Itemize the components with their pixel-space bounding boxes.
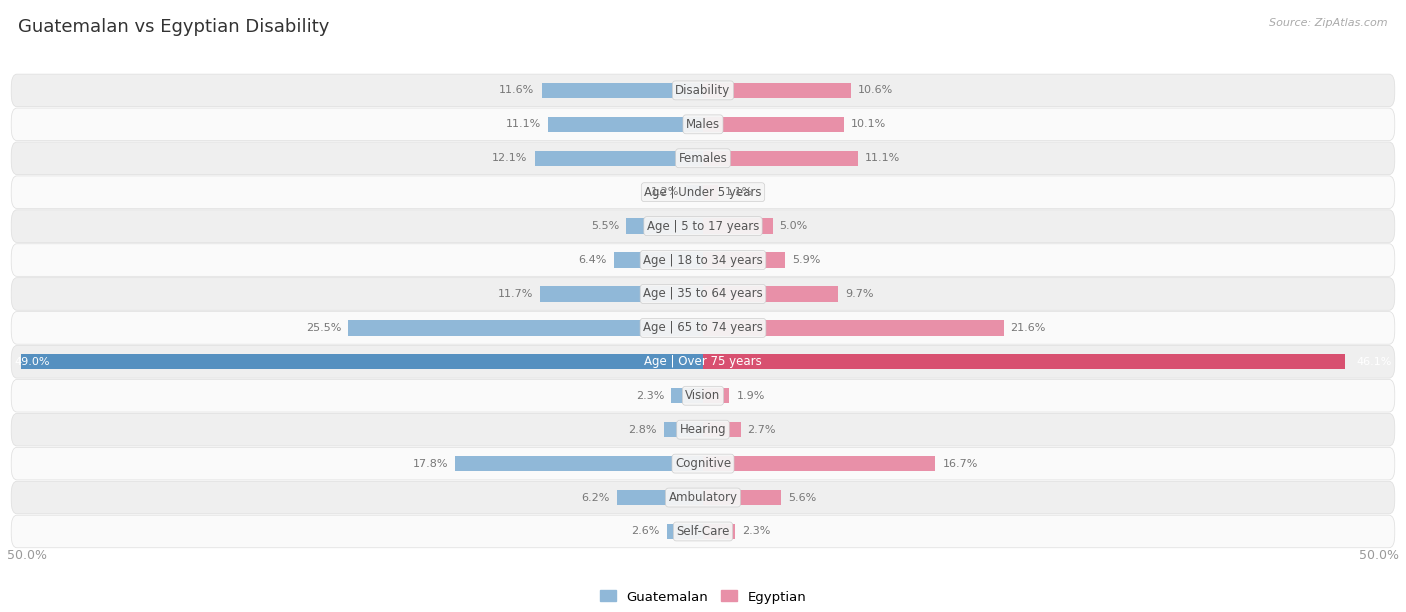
Bar <box>703 456 935 471</box>
FancyBboxPatch shape <box>11 379 1395 412</box>
Text: Age | 35 to 64 years: Age | 35 to 64 years <box>643 288 763 300</box>
Text: 11.1%: 11.1% <box>506 119 541 129</box>
Bar <box>703 422 741 438</box>
Bar <box>703 185 718 200</box>
Text: 10.6%: 10.6% <box>858 86 893 95</box>
Bar <box>703 151 858 166</box>
Text: 2.7%: 2.7% <box>748 425 776 435</box>
Bar <box>614 252 703 267</box>
Legend: Guatemalan, Egyptian: Guatemalan, Egyptian <box>600 591 806 603</box>
FancyBboxPatch shape <box>11 176 1395 209</box>
Bar <box>540 286 703 302</box>
FancyBboxPatch shape <box>11 108 1395 141</box>
Text: 5.6%: 5.6% <box>787 493 815 502</box>
Bar <box>703 252 785 267</box>
Text: Age | 18 to 34 years: Age | 18 to 34 years <box>643 253 763 267</box>
FancyBboxPatch shape <box>11 346 1395 378</box>
Text: Hearing: Hearing <box>679 423 727 436</box>
Bar <box>617 490 703 505</box>
FancyBboxPatch shape <box>11 210 1395 242</box>
FancyBboxPatch shape <box>11 244 1395 277</box>
Text: 50.0%: 50.0% <box>7 550 46 562</box>
Text: Age | 5 to 17 years: Age | 5 to 17 years <box>647 220 759 233</box>
Bar <box>703 286 838 302</box>
Bar <box>541 83 703 98</box>
Text: 6.2%: 6.2% <box>581 493 610 502</box>
Text: 5.9%: 5.9% <box>792 255 821 265</box>
Text: 21.6%: 21.6% <box>1011 323 1046 333</box>
Text: Age | Over 75 years: Age | Over 75 years <box>644 356 762 368</box>
Bar <box>664 422 703 438</box>
Bar <box>21 354 703 370</box>
Text: 6.4%: 6.4% <box>579 255 607 265</box>
Bar <box>548 117 703 132</box>
Text: Females: Females <box>679 152 727 165</box>
FancyBboxPatch shape <box>11 413 1395 446</box>
FancyBboxPatch shape <box>11 278 1395 310</box>
Bar <box>703 320 1004 335</box>
Text: 17.8%: 17.8% <box>413 458 449 469</box>
Bar <box>671 388 703 403</box>
Text: Vision: Vision <box>685 389 721 402</box>
FancyBboxPatch shape <box>11 312 1395 344</box>
Text: Males: Males <box>686 118 720 131</box>
Text: 50.0%: 50.0% <box>1360 550 1399 562</box>
Text: Source: ZipAtlas.com: Source: ZipAtlas.com <box>1270 18 1388 28</box>
Text: 1.9%: 1.9% <box>737 390 765 401</box>
Text: 1.2%: 1.2% <box>651 187 679 197</box>
FancyBboxPatch shape <box>11 74 1395 106</box>
Text: Guatemalan vs Egyptian Disability: Guatemalan vs Egyptian Disability <box>18 18 329 36</box>
Text: Age | Under 5 years: Age | Under 5 years <box>644 185 762 199</box>
Text: 5.5%: 5.5% <box>592 221 620 231</box>
Bar <box>349 320 703 335</box>
FancyBboxPatch shape <box>11 481 1395 514</box>
Text: 11.6%: 11.6% <box>499 86 534 95</box>
Text: 9.7%: 9.7% <box>845 289 873 299</box>
FancyBboxPatch shape <box>11 515 1395 548</box>
Bar <box>456 456 703 471</box>
Text: 5.0%: 5.0% <box>779 221 808 231</box>
Bar <box>703 490 780 505</box>
FancyBboxPatch shape <box>11 447 1395 480</box>
Text: 16.7%: 16.7% <box>942 458 977 469</box>
Text: Cognitive: Cognitive <box>675 457 731 470</box>
Text: 1.1%: 1.1% <box>725 187 754 197</box>
Text: 11.1%: 11.1% <box>865 153 900 163</box>
Text: Self-Care: Self-Care <box>676 525 730 538</box>
Text: 10.1%: 10.1% <box>851 119 886 129</box>
Text: 2.6%: 2.6% <box>631 526 659 537</box>
Text: 2.3%: 2.3% <box>636 390 664 401</box>
Bar <box>703 354 1344 370</box>
Bar <box>686 185 703 200</box>
Text: 46.1%: 46.1% <box>1357 357 1392 367</box>
Text: Age | 65 to 74 years: Age | 65 to 74 years <box>643 321 763 334</box>
Bar <box>703 388 730 403</box>
Bar <box>627 218 703 234</box>
Text: 11.7%: 11.7% <box>498 289 533 299</box>
Text: 25.5%: 25.5% <box>305 323 342 333</box>
Bar <box>534 151 703 166</box>
Text: Ambulatory: Ambulatory <box>668 491 738 504</box>
Text: 49.0%: 49.0% <box>14 357 49 367</box>
Text: 12.1%: 12.1% <box>492 153 527 163</box>
Text: 2.8%: 2.8% <box>628 425 657 435</box>
Bar <box>703 524 735 539</box>
Bar <box>703 218 773 234</box>
Text: 2.3%: 2.3% <box>742 526 770 537</box>
Bar <box>666 524 703 539</box>
Bar <box>703 83 851 98</box>
Bar <box>703 117 844 132</box>
FancyBboxPatch shape <box>11 142 1395 174</box>
Text: Disability: Disability <box>675 84 731 97</box>
